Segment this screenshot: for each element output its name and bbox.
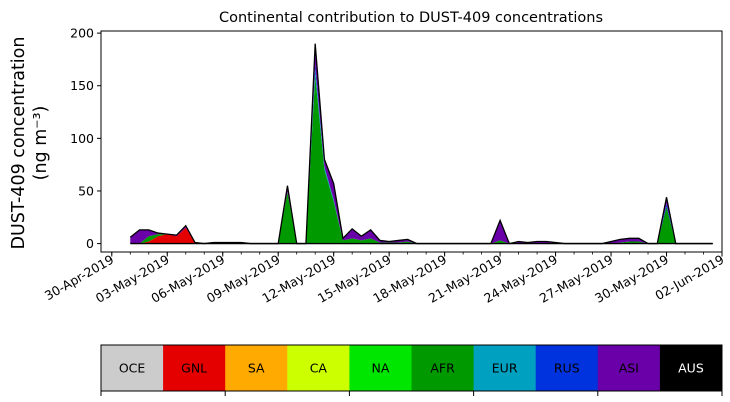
legend-swatch-aus <box>659 345 723 391</box>
area-series-gnl <box>130 227 713 244</box>
legend-label-eur: EUR <box>492 361 518 376</box>
stacked-areas <box>129 43 713 245</box>
y-tick-label: 0 <box>86 236 94 251</box>
legend-label-ca: CA <box>310 361 328 376</box>
legend-swatch-ca <box>287 345 350 391</box>
area-series-afr <box>130 75 713 244</box>
plot-area: 0 50 100 150 200 30-Apr-201903-May-201906-Ma… <box>42 26 727 306</box>
legend-label-afr: AFR <box>430 361 455 376</box>
legend-label-rus: RUS <box>554 361 580 376</box>
legend-label-asi: ASI <box>619 361 639 376</box>
legend-frame <box>100 344 723 392</box>
legend: OCE GNL SA CA NA AFR EUR RUS ASI AUS <box>100 344 723 396</box>
legend-swatch-afr <box>411 345 475 391</box>
area-series-asi <box>130 43 713 244</box>
legend-label-aus: AUS <box>678 361 704 376</box>
y-tick-label: 50 <box>78 183 94 198</box>
y-axis-label-line1: DUST-409 concentration <box>9 37 29 250</box>
y-tick-label: 150 <box>70 78 94 93</box>
area-series-aus <box>130 43 713 244</box>
legend-label-gnl: GNL <box>181 361 207 376</box>
legend-label-sa: SA <box>248 361 265 376</box>
legend-swatch-na <box>349 345 412 391</box>
legend-swatch-sa <box>225 345 288 391</box>
area-series-rus <box>130 64 713 244</box>
legend-swatch-eur <box>473 345 537 391</box>
area-series-eur <box>130 69 713 244</box>
legend-swatch-gnl <box>163 345 226 391</box>
x-axis: 30-Apr-201903-May-201906-May-201909-May-… <box>42 252 727 306</box>
legend-swatch-rus <box>535 345 599 391</box>
chart-title: Continental contribution to DUST-409 con… <box>219 10 603 26</box>
y-axis-label-line2: (ng m⁻³) <box>31 106 51 181</box>
y-tick-label: 200 <box>70 26 94 41</box>
legend-label-oce: OCE <box>119 361 146 376</box>
total-outline <box>129 43 713 245</box>
legend-label-na: NA <box>371 361 389 376</box>
y-tick-label: 100 <box>70 131 94 146</box>
y-axis: 0 50 100 150 200 <box>70 26 101 251</box>
legend-swatch-oce <box>101 345 164 391</box>
plot-frame <box>100 30 723 253</box>
legend-swatch-asi <box>597 345 661 391</box>
